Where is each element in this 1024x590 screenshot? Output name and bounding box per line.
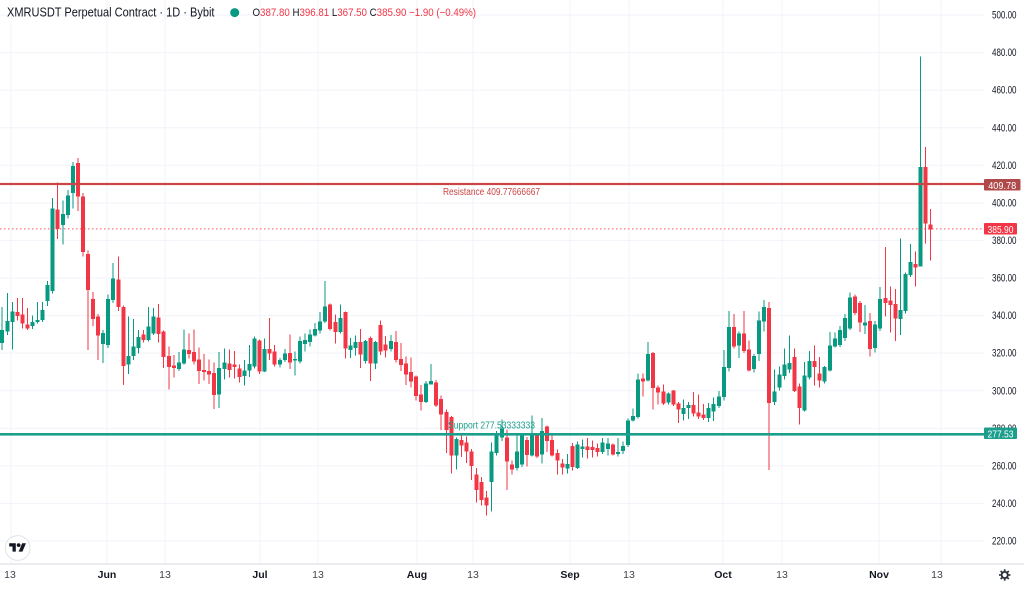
svg-text:Jun: Jun	[98, 569, 117, 581]
svg-text:Aug: Aug	[407, 569, 427, 581]
svg-text:260.00: 260.00	[992, 461, 1017, 473]
svg-text:500.00: 500.00	[992, 10, 1017, 22]
svg-text:Support 277.53333333: Support 277.53333333	[448, 421, 535, 432]
svg-text:320.00: 320.00	[992, 348, 1017, 360]
svg-text:360.00: 360.00	[992, 273, 1017, 285]
svg-text:Nov: Nov	[869, 569, 889, 581]
svg-text:380.00: 380.00	[992, 235, 1017, 247]
svg-text:440.00: 440.00	[992, 122, 1017, 134]
svg-text:13: 13	[312, 569, 324, 581]
svg-text:277.53: 277.53	[988, 428, 1014, 440]
svg-text:340.00: 340.00	[992, 310, 1017, 322]
svg-text:O387.80 H396.81 L367.50 C385.9: O387.80 H396.81 L367.50 C385.90 −1.90 (−…	[253, 7, 477, 19]
svg-text:13: 13	[931, 569, 943, 581]
svg-text:300.00: 300.00	[992, 385, 1017, 397]
svg-text:Oct: Oct	[714, 569, 732, 581]
svg-text:13: 13	[4, 569, 16, 581]
svg-text:480.00: 480.00	[992, 47, 1017, 59]
svg-text:Jul: Jul	[252, 569, 267, 581]
svg-text:XMRUSDT Perpetual Contract · 1: XMRUSDT Perpetual Contract · 1D · Bybit	[7, 5, 215, 20]
svg-text:13: 13	[623, 569, 635, 581]
svg-text:460.00: 460.00	[992, 85, 1017, 97]
svg-text:385.90: 385.90	[988, 224, 1014, 236]
svg-text:13: 13	[159, 569, 171, 581]
svg-text:13: 13	[776, 569, 788, 581]
svg-text:Resistance 409.77666667: Resistance 409.77666667	[443, 187, 540, 198]
svg-text:409.78: 409.78	[988, 180, 1016, 192]
svg-text:420.00: 420.00	[992, 160, 1017, 172]
svg-text:400.00: 400.00	[992, 198, 1017, 210]
svg-text:Sep: Sep	[560, 569, 579, 581]
svg-text:220.00: 220.00	[992, 536, 1017, 548]
svg-text:240.00: 240.00	[992, 498, 1017, 510]
svg-text:13: 13	[467, 569, 479, 581]
